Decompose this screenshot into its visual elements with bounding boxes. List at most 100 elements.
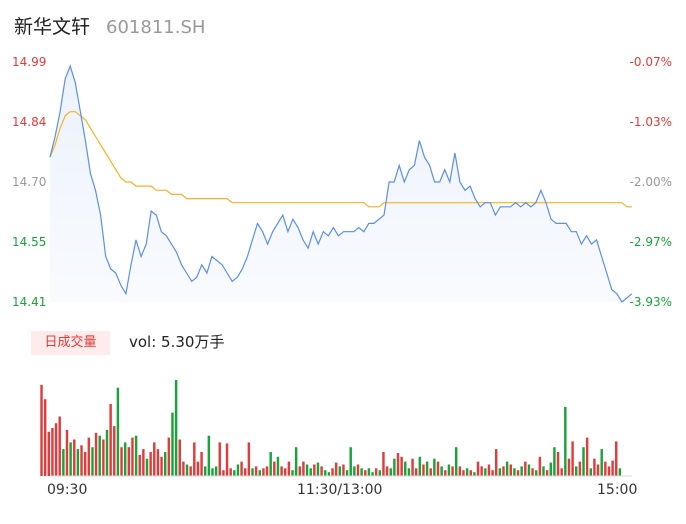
volume-bar: [374, 468, 378, 476]
volume-bar: [396, 453, 400, 476]
price-tick-0: 14.99: [12, 55, 47, 69]
volume-bar: [94, 432, 98, 476]
volume-bar: [545, 470, 549, 476]
volume-bar: [113, 426, 116, 476]
volume-bar: [102, 439, 105, 476]
volume-bar: [254, 466, 258, 476]
volume-bar: [313, 464, 316, 476]
volume-bar: [240, 461, 243, 476]
volume-readout: vol: 5.30万手: [129, 333, 225, 351]
volume-bar: [265, 466, 269, 476]
volume-bar: [222, 470, 225, 476]
volume-bar: [156, 449, 160, 476]
price-plot: [49, 64, 633, 303]
pct-tick-1: -1.03%: [629, 115, 672, 129]
volume-bar: [185, 464, 189, 476]
volume-bar: [142, 449, 145, 476]
volume-bar: [40, 384, 43, 476]
volume-bar: [149, 452, 152, 476]
price-tick-4: 14.41: [12, 295, 47, 309]
price-tick-3: 14.55: [12, 235, 47, 249]
volume-bar: [273, 461, 276, 476]
volume-bar: [480, 466, 483, 476]
volume-bar: [305, 464, 309, 476]
volume-bar: [167, 437, 171, 476]
volume-bar: [418, 456, 422, 476]
volume-bar: [527, 464, 531, 476]
daily-volume-tab[interactable]: 日成交量: [31, 331, 110, 355]
volume-bar: [349, 447, 352, 476]
volume-bar: [276, 456, 280, 476]
volume-plot: [40, 380, 622, 476]
pct-tick-4: -3.93%: [629, 295, 672, 309]
volume-bar: [287, 461, 291, 476]
volume-bar: [484, 468, 487, 476]
volume-bar: [247, 442, 251, 476]
volume-bar: [54, 423, 58, 476]
volume-bar: [505, 461, 509, 476]
volume-bar: [604, 461, 607, 476]
volume-bar: [462, 470, 465, 476]
volume-bar: [556, 452, 560, 476]
volume-bar: [404, 461, 407, 476]
volume-bar: [193, 442, 196, 476]
volume-bar: [207, 435, 211, 476]
volume-bar: [291, 470, 294, 476]
volume-bar: [174, 380, 178, 476]
volume-bar: [171, 412, 174, 476]
volume-bar: [607, 466, 611, 476]
volume-bar: [516, 470, 520, 476]
volume-bar: [43, 399, 47, 476]
volume-bar: [269, 452, 272, 476]
volume-bar: [469, 470, 472, 476]
price-tick-1: 14.84: [12, 115, 47, 129]
volume-bar: [233, 470, 236, 476]
volume-bar: [436, 461, 440, 476]
volume-bar: [578, 461, 582, 476]
volume-bar: [251, 468, 254, 476]
volume-bar: [560, 468, 563, 476]
volume-bar: [80, 445, 83, 476]
volume-bar: [65, 429, 69, 476]
volume-bar: [433, 458, 436, 476]
volume-bar: [502, 466, 505, 476]
volume-bar: [178, 439, 181, 476]
volume-bar: [414, 468, 418, 476]
volume-bar: [407, 468, 411, 476]
volume-bar: [367, 468, 371, 476]
volume-bar: [589, 468, 592, 476]
volume-bar: [364, 470, 367, 476]
volume-bar: [211, 468, 214, 476]
volume-bar: [520, 466, 523, 476]
volume-bar: [73, 439, 76, 476]
volume-bar: [327, 472, 331, 476]
volume-bar: [553, 447, 556, 476]
volume-bar: [189, 466, 192, 476]
volume-bar: [440, 466, 443, 476]
volume-bar: [538, 456, 542, 476]
volume-bar: [615, 441, 618, 476]
volume-bar: [87, 437, 91, 476]
volume-bar: [451, 466, 454, 476]
volume-bar: [203, 466, 207, 476]
volume-bar: [324, 470, 327, 476]
average-price-line: [49, 111, 632, 208]
volume-bar: [316, 462, 320, 476]
volume-bar: [524, 461, 527, 476]
volume-bar: [200, 452, 203, 476]
volume-bar: [342, 464, 345, 476]
volume-bar: [69, 442, 72, 476]
volume-bar: [182, 461, 185, 476]
volume-bar: [116, 387, 120, 476]
volume-bar: [571, 441, 574, 476]
volume-bar: [218, 442, 221, 476]
volume-bar: [131, 437, 134, 476]
volume-bar: [331, 468, 334, 476]
volume-bar: [105, 429, 109, 476]
volume-bar: [47, 431, 51, 476]
volume-bar: [393, 458, 396, 476]
volume-bar: [494, 449, 498, 476]
volume-bar: [618, 468, 622, 476]
volume-bar: [575, 466, 578, 476]
